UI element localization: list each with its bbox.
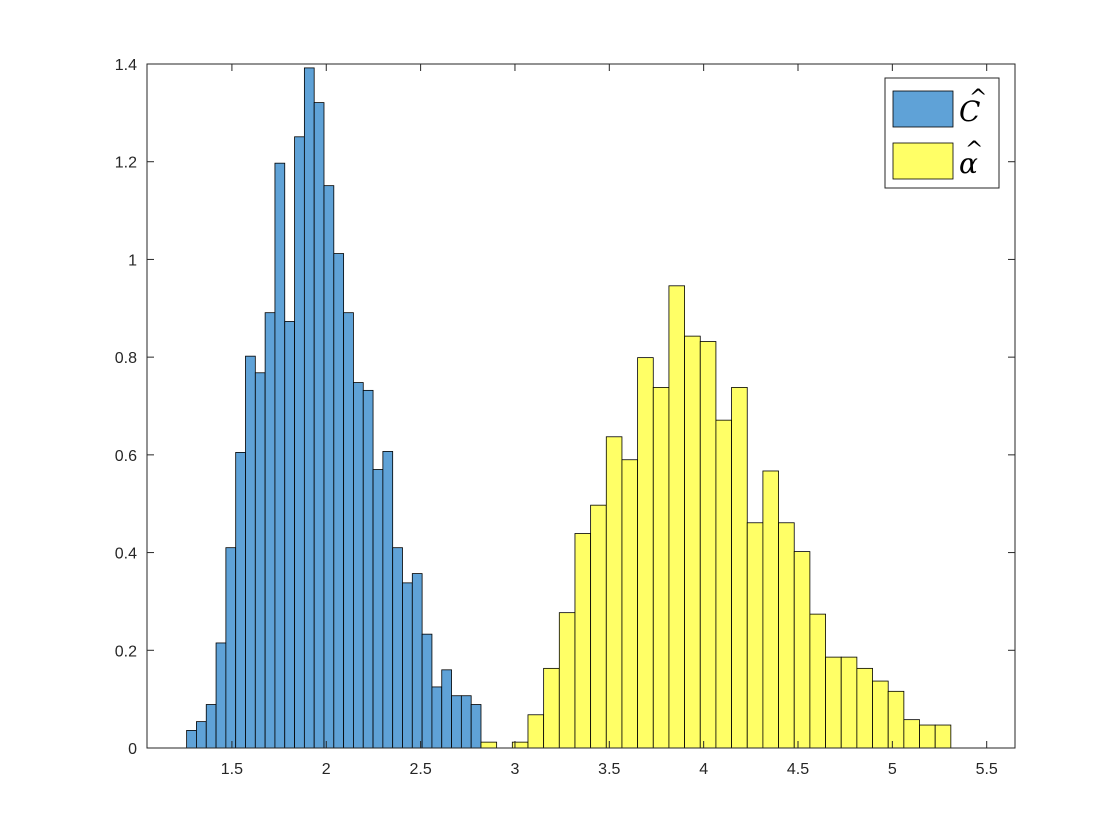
histogram-bar-series-0-bin-13	[313, 102, 325, 749]
y-tick-label: 0.6	[115, 448, 137, 465]
histogram-bar-series-0-bin-28	[460, 695, 472, 749]
histogram-bar-series-0-bin-5	[235, 452, 246, 749]
histogram-bar-series-0-bin-21	[392, 547, 403, 749]
histogram-bar-series-1-bin-17	[762, 470, 779, 749]
histogram-bar-series-0-bin-19	[372, 469, 384, 749]
histogram-bar-series-0-bin-4	[225, 547, 237, 749]
histogram-bar-series-1-bin-3	[543, 667, 560, 749]
histogram-bar-series-0-bin-8	[264, 312, 276, 749]
x-tick-label: 3.5	[598, 761, 620, 778]
legend-label-0: C	[959, 95, 980, 128]
legend: C^α^	[884, 77, 1000, 189]
histogram-bar-series-0-bin-0	[186, 730, 197, 749]
histogram-bar-series-0-bin-25	[431, 686, 443, 749]
histogram-bar-series-0-bin-29	[470, 704, 482, 749]
y-tick-label: 0.8	[115, 350, 137, 367]
x-tick-label: 2.5	[409, 761, 431, 778]
y-tick-label: 1.4	[115, 57, 137, 74]
histogram-bar-series-0-bin-16	[343, 312, 354, 749]
histogram-bar-series-1-bin-7	[605, 436, 623, 749]
histogram-bar-series-1-bin-28	[934, 724, 952, 749]
y-tick-label: 1.2	[115, 155, 137, 172]
histogram-bar-series-1-bin-0	[480, 741, 498, 749]
histogram-bar-series-1-bin-9	[637, 357, 654, 749]
histogram-bar-series-0-bin-11	[294, 136, 305, 749]
histogram-bar-series-1-bin-26	[903, 719, 920, 749]
x-tick-label: 2	[322, 761, 331, 778]
legend-hat-accent-1: ^	[965, 138, 983, 163]
histogram-bar-series-0-bin-9	[274, 162, 286, 749]
histogram-bar-series-0-bin-14	[323, 185, 335, 749]
x-tick-label: 5	[888, 761, 897, 778]
histogram-bar-series-0-bin-15	[333, 253, 345, 749]
histogram-bar-series-0-bin-3	[215, 642, 227, 749]
histogram-bar-series-0-bin-22	[402, 582, 413, 749]
histogram-bar-series-0-bin-26	[441, 669, 452, 749]
histogram-bar-series-0-bin-23	[411, 573, 423, 749]
histogram-bar-series-1-bin-12	[684, 335, 701, 749]
x-tick-label: 4.5	[787, 761, 809, 778]
plot-frame	[146, 63, 1016, 749]
histogram-bar-series-1-bin-8	[621, 459, 639, 749]
histogram-bar-series-1-bin-11	[668, 285, 685, 749]
x-tick-label: 5.5	[976, 761, 998, 778]
histogram-bar-series-1-bin-14	[715, 419, 732, 749]
legend-swatch-0	[892, 90, 954, 128]
y-tick-label: 0.2	[115, 643, 137, 660]
histogram-bar-series-1-bin-24	[872, 680, 889, 749]
histogram-bar-series-0-bin-27	[451, 695, 462, 749]
legend-hat-accent-0: ^	[969, 86, 987, 111]
axes-layer: 1.5 2 2.5 3 3.5 4 4.5 5 5.5 0 0.2 0.4 0.6 0.8 1 1.2 1.4	[115, 57, 1016, 778]
histogram-bar-series-1-bin-25	[887, 690, 905, 749]
y-tick-label: 1	[128, 252, 137, 269]
histogram-bar-series-0-bin-12	[303, 67, 315, 749]
histogram-bar-series-1-bin-27	[919, 724, 936, 749]
x-tick-label: 3	[511, 761, 520, 778]
histogram-bar-series-0-bin-2	[205, 704, 217, 749]
x-tick-label: 1.5	[221, 761, 243, 778]
histogram-bar-series-0-bin-6	[245, 355, 256, 749]
histogram-bar-series-1-bin-18	[778, 522, 795, 749]
x-tick-label: 4	[699, 761, 708, 778]
histogram-bar-series-1-bin-20	[809, 613, 826, 749]
histogram-bar-series-0-bin-24	[421, 633, 433, 749]
histogram-bar-series-0-bin-10	[284, 321, 295, 749]
histogram-bar-series-0-bin-17	[353, 382, 364, 749]
legend-label-1: α	[959, 147, 978, 180]
histogram-bar-series-0-bin-18	[362, 389, 374, 749]
histogram-bar-series-1-bin-10	[652, 387, 670, 749]
legend-swatch-1	[892, 142, 954, 180]
histogram-bar-series-1-bin-2	[527, 714, 545, 749]
histogram-bar-series-1-bin-22	[840, 656, 858, 749]
y-tick-label: 0	[128, 741, 137, 758]
histogram-bar-series-0-bin-1	[196, 721, 207, 749]
histogram-bar-series-1-bin-4	[558, 612, 576, 749]
bars-layer	[186, 67, 952, 749]
histogram-bar-series-0-bin-7	[254, 372, 266, 749]
histogram-bar-series-1-bin-19	[793, 551, 811, 749]
histogram-bar-series-1-bin-23	[856, 667, 873, 749]
y-tick-label: 0.4	[115, 546, 137, 563]
histogram-bar-series-1-bin-6	[590, 504, 607, 749]
histogram-bar-series-0-bin-20	[382, 451, 394, 749]
histogram-bar-series-1-bin-21	[825, 656, 842, 749]
histogram-bar-series-1-bin-5	[574, 533, 592, 749]
histogram-bar-series-1-bin-15	[731, 387, 748, 749]
histogram-bar-series-1-bin-16	[746, 522, 764, 749]
histogram-bar-series-1-bin-13	[699, 341, 717, 749]
